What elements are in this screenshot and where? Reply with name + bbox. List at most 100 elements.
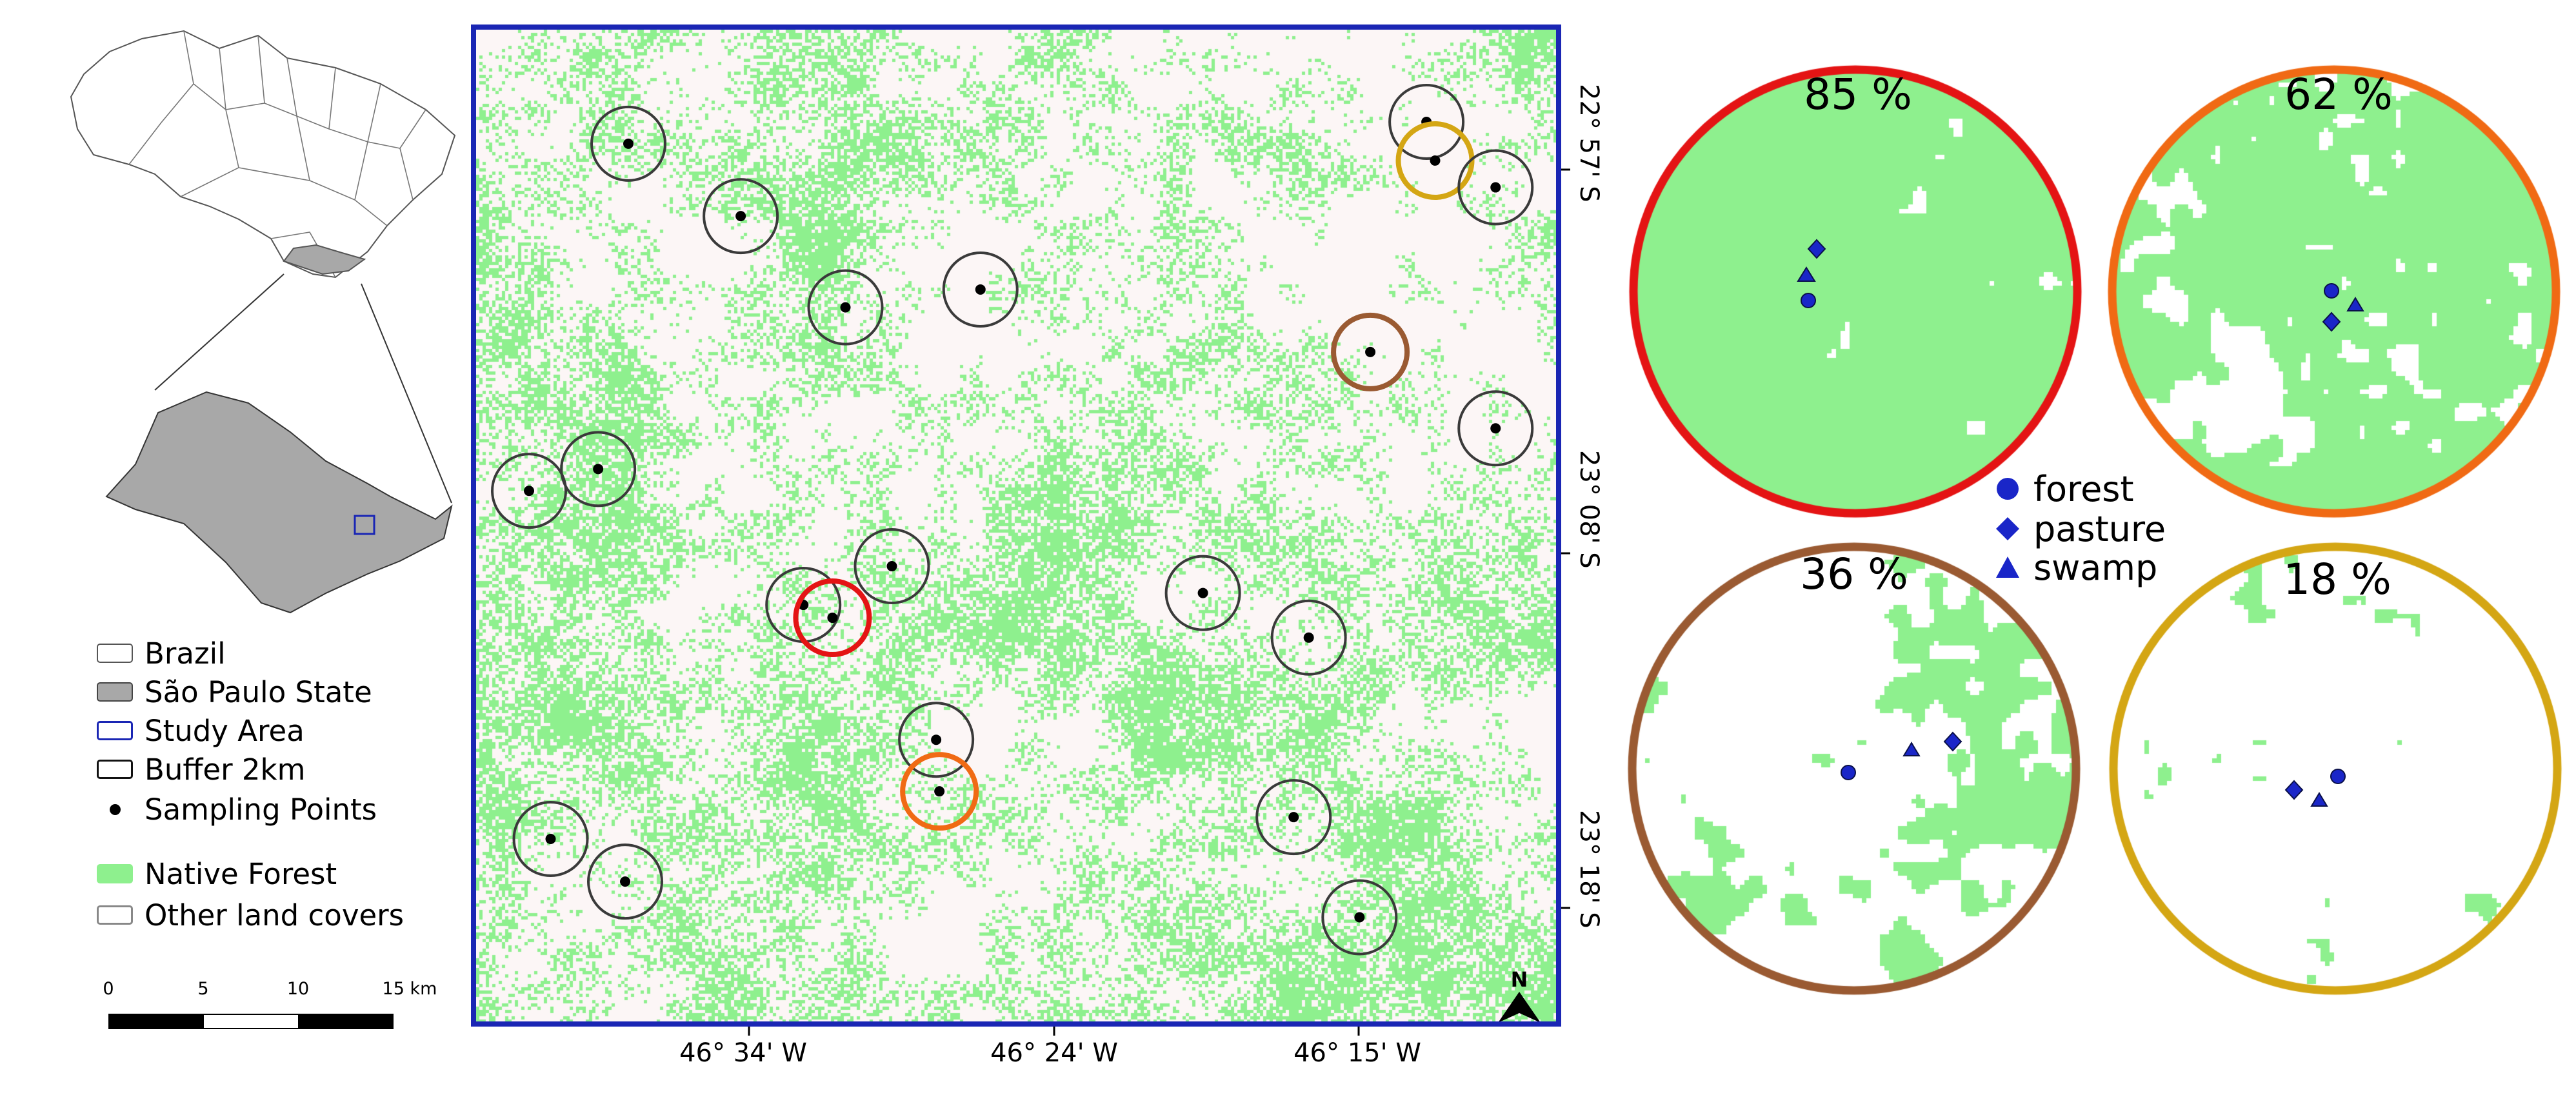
buffer-ring-2 [703,178,779,255]
legend-label-forest: Native Forest [145,856,337,891]
north-arrow-icon [1499,992,1540,1021]
lat-label-3: 23° 18' S [1574,810,1604,929]
sampling-point-2 [735,211,746,222]
pasture-marker-62 [2322,311,2341,332]
pasture-marker-36 [1943,731,1962,752]
lon-label-3: 46° 15' W [1293,1038,1421,1068]
buffer-ring-15 [1164,555,1241,631]
buffer-ring-8 [1331,312,1410,391]
brazil-outline-svg [70,30,456,279]
buffer-ring-12 [854,528,930,605]
buffer-ring-14 [793,578,872,658]
legend-swatch-forest [97,864,133,883]
north-arrow: N [1497,967,1542,1021]
forest-marker-62 [2324,283,2339,299]
legend-label-buffer: Buffer 2km [145,752,306,787]
buffer-ring-7 [1457,149,1534,226]
scale-tick-0: 0 [103,979,114,999]
buffer-ring-5 [1388,84,1465,161]
legend-swatch-sao-paulo [97,682,133,702]
legend-label-brazil: Brazil [145,636,226,671]
buffer-ring-16 [1270,599,1347,676]
legend-item-sao-paulo: São Paulo State [97,673,372,711]
sampling-point-6 [1430,155,1441,166]
swamp-triangle-icon [1996,556,2019,578]
buffer-ring-21 [587,843,664,920]
legend-label-sampling: Sampling Points [145,792,377,827]
pasture-marker-18 [2284,780,2304,800]
map-axis-ticks [748,168,1570,1036]
buffer-ring-3 [807,269,884,346]
lon-label-2: 46° 24' W [990,1038,1118,1068]
swamp-marker-85 [1797,266,1816,282]
lat-label-1: 22° 57' S [1574,84,1604,202]
sampling-point-11 [593,464,604,475]
buffer-ring-19 [1255,779,1332,856]
legend-swatch-other [97,905,133,925]
buffer-ring-10 [491,453,568,529]
sao-paulo-state-shape [105,391,453,614]
sao-paulo-svg [105,391,453,614]
sampling-point-21 [620,876,631,887]
scale-bar-segments [108,1014,394,1029]
buffer-ring-18 [900,752,979,831]
sampling-point-8 [1365,346,1376,357]
forest-marker-18 [2330,769,2346,784]
state-borders [128,30,426,278]
sampling-point-7 [1490,182,1501,193]
sampling-point-20 [545,834,556,845]
detail-raster-18 [2108,542,2562,996]
detail-markers [1797,239,2364,807]
legend-item-other: Other land covers [97,896,404,934]
percent-label-36: 36 % [1800,549,1908,599]
percent-label-18: 18 % [2283,555,2391,604]
scale-tick-15: 15 km [382,979,437,999]
sampling-point-14 [827,613,838,624]
zoom-connector-lines [154,273,452,504]
sampling-point-19 [1288,812,1299,823]
buffer-ring-11 [560,431,637,507]
swamp-marker-62 [2346,297,2364,311]
forest-marker-36 [1841,765,1856,780]
lon-label-1: 46° 34' W [679,1038,807,1068]
legend-swatch-sampling [97,800,133,819]
legend-label-other: Other land covers [145,898,404,932]
sampling-point-10 [524,486,535,497]
swamp-marker-36 [1902,742,1921,756]
legend-label-sao-paulo: São Paulo State [145,675,372,709]
sao-paulo-state-small [283,244,366,275]
buffer-ring-4 [942,251,1019,328]
pasture-diamond-icon [1996,517,2019,540]
sampling-point-17 [931,734,942,745]
sampling-point-4 [975,284,986,295]
buffer-layer [491,84,1534,956]
swamp-marker-18 [2310,792,2328,807]
symbol-legend-label-swamp: swamp [2033,547,2158,588]
sampling-point-22 [1354,912,1365,923]
buffer-ring-22 [1321,879,1398,956]
symbol-legend-pasture: pasture [1995,508,2166,549]
sampling-point-icon [109,803,121,815]
north-label: N [1510,967,1528,992]
legend-swatch-buffer [97,760,133,779]
forest-circle-icon [1997,478,2019,500]
legend-item-study-area: Study Area [97,712,305,749]
sampling-point-12 [886,561,897,572]
brazil-locator-map [65,13,464,284]
buffer-ring-9 [1457,390,1534,467]
detail-circle-85 [1628,64,2082,521]
sampling-point-1 [623,138,634,149]
buffer-ring-1 [590,105,667,182]
detail-circle-18 [2108,542,2562,998]
symbol-legend-label-pasture: pasture [2033,508,2166,549]
scale-tick-5: 5 [197,979,209,999]
sao-paulo-map [97,387,458,619]
legend-item-native-forest: Native Forest [97,855,337,892]
detail-raster-85 [1628,64,2082,518]
legend-swatch-study-area [97,721,133,740]
symbol-legend-forest: forest [1995,469,2134,509]
scale-tick-10: 10 [286,979,310,999]
sampling-point-9 [1490,423,1501,434]
pasture-marker-85 [1807,239,1826,259]
legend-label-study-area: Study Area [145,713,305,748]
